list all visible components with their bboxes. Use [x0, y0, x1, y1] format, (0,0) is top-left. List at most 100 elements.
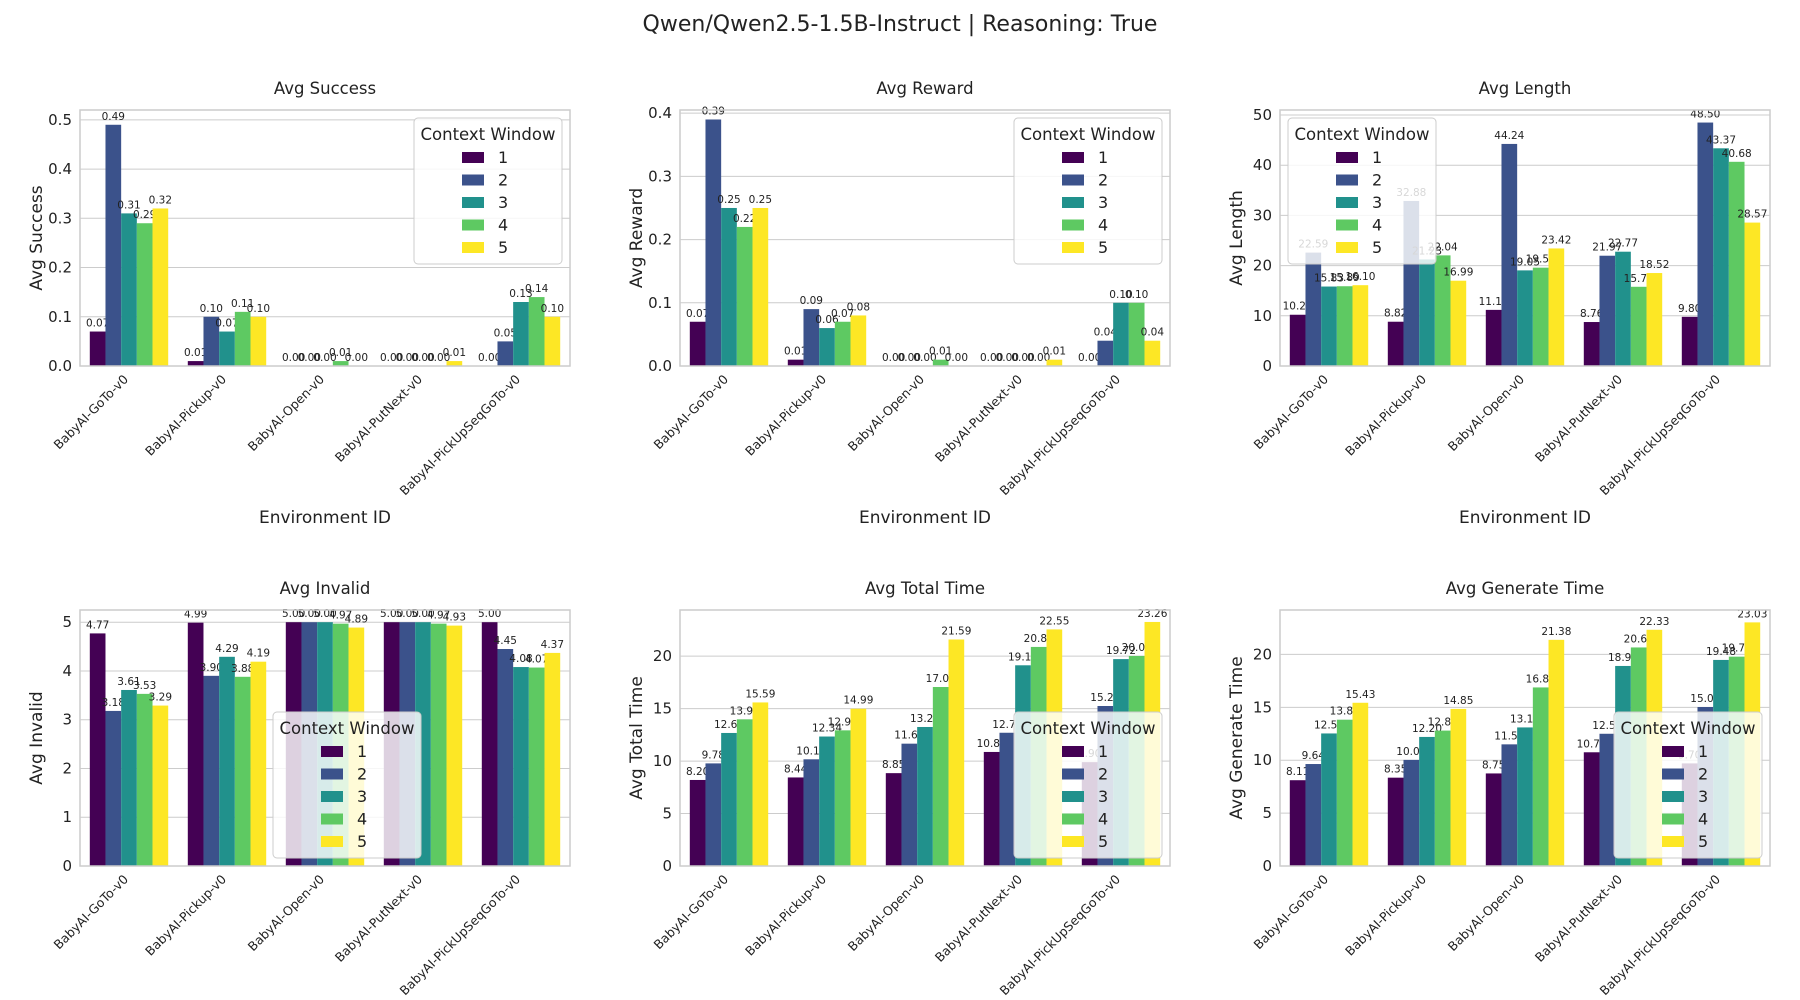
bar-value-label: 0.01	[329, 347, 352, 359]
y-tick-label: 0.5	[48, 111, 72, 129]
bar-value-label: 18.52	[1639, 259, 1669, 271]
bar-babyai-pickup-v0-cw2	[1403, 759, 1420, 866]
legend-entry: 4	[498, 216, 508, 235]
bar-value-label: 0.01	[929, 346, 952, 358]
legend-swatch	[1062, 791, 1084, 802]
legend-entry: 1	[1098, 148, 1108, 167]
legend-swatch	[1336, 174, 1358, 186]
legend: Context Window 1 2 3 4 5	[1013, 711, 1163, 859]
plot-frame	[1279, 109, 1771, 367]
legend-swatch	[462, 174, 484, 186]
bar-value-label: 0.07	[831, 308, 854, 320]
bar-value-label: 0.32	[149, 194, 172, 206]
legend-swatch	[321, 746, 343, 757]
bar-babyai-goto-v0-cw5	[752, 702, 769, 866]
bar-value-label: 0.08	[847, 301, 870, 313]
bar-value-label: 4.08	[509, 653, 532, 665]
bar-babyai-goto-v0-cw3	[121, 689, 137, 866]
bar-value-label: 4.89	[345, 614, 368, 626]
y-tick-label: 50	[1253, 106, 1272, 124]
bar-value-label: 8.76	[1580, 308, 1604, 320]
bar-babyai-pickup-v0-cw2	[803, 759, 820, 866]
legend-entry: 5	[1098, 832, 1108, 851]
bar-value-label: 5.00	[298, 608, 321, 620]
legend-box	[1013, 117, 1163, 265]
legend-entry: 3	[498, 193, 508, 212]
bar-value-label: 15.59	[745, 688, 775, 700]
plot-frame	[79, 109, 571, 367]
bar-babyai-putnext-v0-cw4	[1630, 286, 1647, 366]
bar-value-label: 0.01	[1043, 346, 1066, 358]
bar-babyai-open-v0-cw1	[885, 773, 902, 866]
legend-entry: 4	[1372, 216, 1382, 235]
bar-value-label: 13.83	[1330, 706, 1360, 718]
bar-value-label: 16.10	[1345, 271, 1375, 283]
bar-babyai-goto-v0-cw4	[736, 719, 753, 866]
legend-swatch	[1662, 791, 1684, 802]
bar-value-label: 10.75	[1577, 738, 1607, 750]
bar-value-label: 0.00	[396, 352, 419, 364]
bar-babyai-goto-v0-cw5	[1352, 285, 1369, 366]
x-tick-label: BabyAI-PutNext-v0	[1532, 371, 1625, 464]
bar-value-label: 8.44	[784, 763, 808, 775]
bar-babyai-pickupseqgoto-v0-cw3	[1113, 302, 1129, 366]
bar-babyai-goto-v0-cw4	[736, 226, 753, 366]
y-tick-label: 0.4	[648, 104, 672, 122]
legend-box	[272, 711, 422, 859]
x-axis-label: Environment ID	[859, 508, 991, 528]
bar-babyai-goto-v0-cw5	[1352, 702, 1369, 866]
bar-value-label: 0.49	[102, 111, 125, 123]
y-axis-label: Avg Reward	[627, 188, 647, 288]
bar-value-label: 17.06	[926, 673, 956, 685]
bar-value-label: 0.00	[882, 352, 905, 364]
bar-value-label: 21.97	[1592, 242, 1622, 254]
y-tick-label: 20	[1253, 257, 1272, 275]
legend-box	[1287, 117, 1437, 265]
x-tick-label: BabyAI-Open-v0	[845, 871, 927, 953]
x-tick-label: BabyAI-Open-v0	[1445, 871, 1527, 953]
bar-value-label: 14.85	[1443, 695, 1473, 707]
plot-frame	[79, 609, 571, 867]
bar-babyai-pickupseqgoto-v0-cw2	[1697, 122, 1714, 367]
x-tick-label: BabyAI-Pickup-v0	[742, 871, 829, 958]
legend-swatch	[1062, 813, 1084, 825]
bar-value-label: 0.14	[525, 283, 549, 295]
bar-value-label: 28.57	[1737, 209, 1767, 221]
bar-babyai-pickupseqgoto-v0-cw4	[528, 297, 545, 366]
legend-entry: 3	[1698, 787, 1708, 806]
bar-value-label: 4.19	[247, 648, 270, 660]
bar-value-label: 16.88	[1526, 673, 1556, 685]
bar-value-label: 0.39	[702, 105, 725, 117]
bar-babyai-goto-v0-cw1	[89, 633, 106, 866]
bar-value-label: 8.35	[1384, 764, 1407, 776]
bar-value-label: 5.00	[478, 608, 501, 620]
bar-babyai-goto-v0-cw2	[705, 763, 722, 866]
bar-value-label: 11.66	[894, 730, 924, 742]
bar-value-label: 22.33	[1639, 616, 1669, 628]
bar-babyai-pickup-v0-cw3	[219, 331, 235, 366]
bar-value-label: 0.04	[1094, 327, 1118, 339]
y-tick-label: 0.2	[48, 259, 72, 277]
bar-babyai-open-v0-cw5	[1548, 248, 1565, 366]
bar-value-label: 10.17	[796, 745, 826, 757]
bar-babyai-goto-v0-cw2	[1305, 252, 1322, 366]
x-tick-label: BabyAI-Pickup-v0	[742, 371, 829, 458]
bar-value-label: 19.72	[1106, 645, 1136, 657]
bar-value-label: 4.77	[86, 619, 109, 631]
y-tick-label: 0.1	[648, 294, 672, 312]
bar-value-label: 0.01	[784, 346, 807, 358]
bar-value-label: 0.00	[411, 352, 434, 364]
y-tick-label: 10	[1253, 307, 1272, 325]
bar-value-label: 5.00	[313, 608, 336, 620]
y-tick-label: 40	[1253, 156, 1272, 174]
bar-value-label: 0.13	[509, 288, 532, 300]
x-tick-label: BabyAI-GoTo-v0	[650, 871, 731, 952]
bar-babyai-putnext-v0-cw3	[1615, 251, 1631, 366]
y-tick-label: 0.2	[648, 231, 672, 249]
legend-entry: 2	[1698, 765, 1708, 784]
x-tick-label: BabyAI-Pickup-v0	[1342, 871, 1429, 958]
x-tick-label: BabyAI-Pickup-v0	[142, 371, 229, 458]
bar-babyai-goto-v0-cw2	[705, 119, 722, 367]
